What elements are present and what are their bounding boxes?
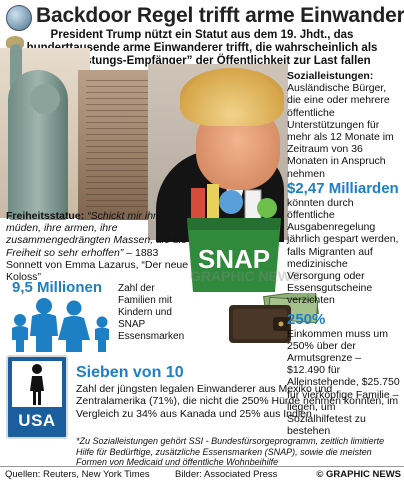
statue-head-shape (30, 84, 60, 114)
income-text: Einkommen muss um 250% über der Armutsgr… (287, 327, 400, 438)
statue-label: Freiheitsstatue: (6, 210, 85, 222)
wallet-with-dollars-icon (229, 293, 319, 343)
savings-amount: $2,47 Milliarden (287, 179, 399, 197)
statue-quote-box: Freiheitsstatue: “Schickt mir ihre müden… (6, 210, 190, 283)
usa-road-sign: USA (6, 355, 68, 439)
sign-label: USA (18, 411, 56, 430)
welfare-text-before: Ausländische Bürger, die eine oder mehre… (287, 82, 394, 180)
snap-label: SNAP (198, 244, 270, 274)
statue-quote: “Schickt mir ihre müden, ihre armen, ihr… (6, 210, 187, 259)
pedestrian-icon (30, 364, 44, 405)
welfare-text-after: könnten durch öffentliche Ausgabenregelu… (287, 196, 399, 307)
family-people-icon (12, 298, 109, 352)
snap-grocery-bag-icon: SNAP (187, 184, 281, 292)
recent-number: Sieben von 10 (76, 364, 184, 381)
page-title: Backdoor Regel trifft arme Einwanderer (36, 4, 404, 27)
footnote: *Zu Sozialleistungen gehört SSI - Bundes… (76, 436, 385, 468)
welfare-heading: Sozialleistungen: (287, 70, 374, 82)
footer-pictures: Bilder: Associated Press (175, 469, 278, 480)
income-percent: 250% (287, 310, 326, 328)
families-number: 9,5 Millionen (12, 279, 103, 296)
footer-divider (0, 466, 404, 467)
footer-copyright: © GRAPHIC NEWS (316, 469, 401, 480)
trump-hair-shape (180, 68, 284, 126)
families-text: Zahl der Familien mit Kindern und SNAP E… (118, 283, 185, 342)
globe-icon (6, 5, 32, 31)
footer-sources: Quellen: Reuters, New York Times (5, 469, 150, 480)
sign-pedestrian-panel (12, 361, 62, 407)
watermark-text: GRAPHIC NEWS (190, 268, 301, 284)
welfare-column: Sozialleistungen: Ausländische Bürger, d… (287, 70, 401, 437)
recent-text: Zahl der jüngsten legalen Einwanderer au… (76, 383, 399, 420)
page-subtitle: President Trump nützt ein Statut aus dem… (26, 29, 378, 67)
statue-attribution: – 1883 Sonnett von Emma Lazarus, “Der ne… (6, 246, 189, 284)
